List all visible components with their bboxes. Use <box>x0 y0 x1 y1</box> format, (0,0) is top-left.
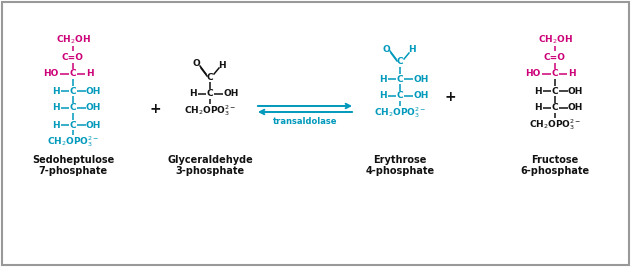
Text: C: C <box>207 89 213 99</box>
Text: CH$_2$OPO$_3^{2-}$: CH$_2$OPO$_3^{2-}$ <box>374 105 426 120</box>
Text: 3-phosphate: 3-phosphate <box>175 166 245 176</box>
Text: C: C <box>69 87 76 96</box>
Text: H: H <box>534 104 542 112</box>
Text: C: C <box>397 92 403 100</box>
Text: C: C <box>207 73 213 81</box>
Text: C=O: C=O <box>544 53 566 61</box>
Text: O: O <box>192 60 200 69</box>
Text: 7-phosphate: 7-phosphate <box>38 166 107 176</box>
Text: Fructose: Fructose <box>531 155 579 165</box>
Text: +: + <box>149 102 161 116</box>
Text: H: H <box>52 120 60 129</box>
Text: HO: HO <box>526 69 541 78</box>
Text: 6-phosphate: 6-phosphate <box>521 166 589 176</box>
Text: O: O <box>382 45 390 53</box>
Text: HO: HO <box>44 69 59 78</box>
Text: C: C <box>551 69 558 78</box>
Text: C: C <box>551 87 558 96</box>
Text: H: H <box>568 69 575 78</box>
Text: CH$_2$OPO$_3^{2-}$: CH$_2$OPO$_3^{2-}$ <box>47 135 99 150</box>
Text: H: H <box>218 61 226 69</box>
Text: Sedoheptulose: Sedoheptulose <box>32 155 114 165</box>
Text: C: C <box>69 104 76 112</box>
Text: OH: OH <box>413 74 428 84</box>
Text: C: C <box>69 120 76 129</box>
Text: H: H <box>86 69 93 78</box>
Text: C: C <box>551 104 558 112</box>
Text: CH$_2$OH: CH$_2$OH <box>56 34 90 46</box>
Text: C: C <box>69 69 76 78</box>
Text: H: H <box>408 45 416 54</box>
Text: +: + <box>444 90 456 104</box>
Text: CH$_2$OH: CH$_2$OH <box>538 34 572 46</box>
Text: OH: OH <box>413 92 428 100</box>
Text: C: C <box>397 74 403 84</box>
Text: H: H <box>534 87 542 96</box>
Text: Glyceraldehyde: Glyceraldehyde <box>167 155 253 165</box>
Text: H: H <box>52 87 60 96</box>
Text: Erythrose: Erythrose <box>374 155 427 165</box>
Text: OH: OH <box>568 104 584 112</box>
Text: OH: OH <box>86 87 102 96</box>
Text: H: H <box>189 89 197 99</box>
Text: OH: OH <box>86 120 102 129</box>
Text: H: H <box>379 74 387 84</box>
Text: OH: OH <box>568 87 584 96</box>
Text: C=O: C=O <box>62 53 84 61</box>
Text: CH$_2$OPO$_3^{2-}$: CH$_2$OPO$_3^{2-}$ <box>529 117 581 132</box>
Text: H: H <box>52 104 60 112</box>
Text: 4-phosphate: 4-phosphate <box>365 166 435 176</box>
Text: C: C <box>397 57 403 66</box>
Text: H: H <box>379 92 387 100</box>
Text: transaldolase: transaldolase <box>273 116 337 125</box>
Text: CH$_2$OPO$_3^{2-}$: CH$_2$OPO$_3^{2-}$ <box>184 104 236 119</box>
FancyBboxPatch shape <box>2 2 629 265</box>
Text: OH: OH <box>223 89 239 99</box>
Text: OH: OH <box>86 104 102 112</box>
